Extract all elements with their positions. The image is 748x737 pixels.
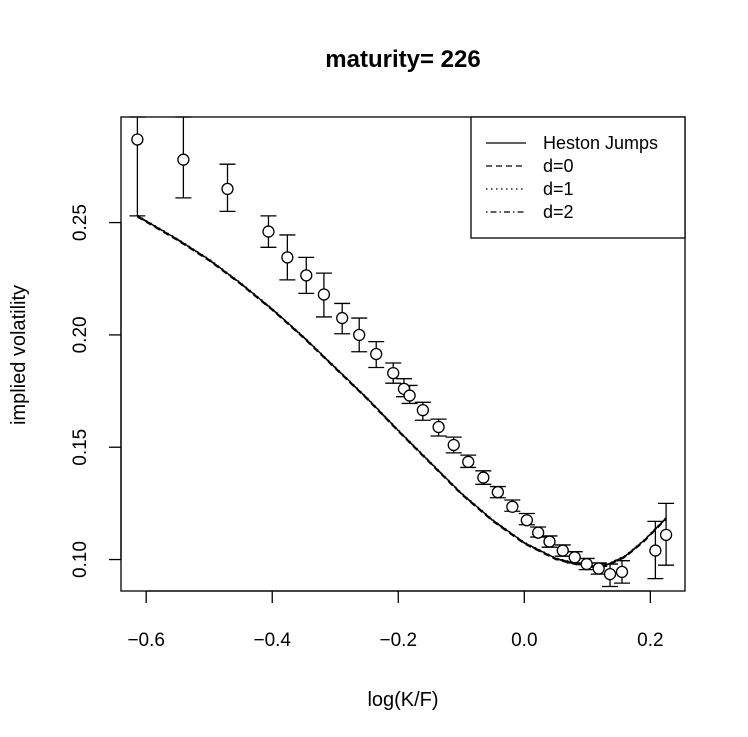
x-axis-label: log(K/F) bbox=[367, 689, 438, 711]
legend-label-d2: d=2 bbox=[543, 202, 574, 222]
y-axis: 0.10 0.15 0.20 0.25 bbox=[70, 204, 122, 578]
data-point-8 bbox=[353, 328, 366, 342]
y-tick-label-1: 0.15 bbox=[70, 429, 91, 466]
series-line-2 bbox=[137, 214, 667, 567]
data-point-5 bbox=[300, 269, 313, 282]
data-point-9 bbox=[370, 347, 383, 361]
data-point-7 bbox=[336, 311, 349, 325]
y-axis-label: implied volatility bbox=[8, 285, 30, 425]
data-point-3 bbox=[262, 225, 275, 238]
y-tick-label-3: 0.25 bbox=[70, 204, 91, 241]
data-point-14 bbox=[432, 420, 445, 434]
legend-label-heston-jumps: Heston Jumps bbox=[543, 133, 658, 153]
x-tick-label-2: −0.2 bbox=[380, 630, 418, 651]
data-point-19 bbox=[506, 500, 519, 513]
points-layer bbox=[131, 133, 673, 581]
data-point-12 bbox=[403, 389, 416, 402]
series-line-3 bbox=[137, 215, 667, 568]
data-point-27 bbox=[603, 568, 617, 581]
x-tick-label-0: −0.6 bbox=[127, 630, 165, 651]
data-point-13 bbox=[416, 404, 430, 417]
data-point-26 bbox=[592, 562, 605, 575]
data-point-18 bbox=[491, 486, 504, 499]
series-layer bbox=[137, 214, 667, 569]
y-tick-label-2: 0.20 bbox=[70, 316, 91, 353]
data-point-6 bbox=[317, 288, 331, 301]
data-point-10 bbox=[387, 366, 400, 380]
x-tick-label-3: 0.0 bbox=[511, 630, 537, 651]
data-point-20 bbox=[520, 514, 533, 527]
legend-label-d1: d=1 bbox=[543, 179, 574, 199]
data-point-16 bbox=[462, 455, 475, 468]
x-tick-label-1: −0.4 bbox=[253, 630, 291, 651]
data-point-4 bbox=[281, 251, 294, 264]
data-point-0 bbox=[131, 133, 144, 146]
data-point-29 bbox=[649, 544, 662, 557]
data-point-30 bbox=[659, 528, 673, 541]
legend-box bbox=[470, 116, 686, 239]
data-point-17 bbox=[477, 471, 490, 484]
data-point-23 bbox=[556, 544, 569, 557]
chart-title: maturity= 226 bbox=[325, 46, 480, 73]
data-point-1 bbox=[177, 153, 190, 166]
x-axis: −0.6 −0.4 −0.2 0.0 0.2 bbox=[127, 590, 664, 651]
data-point-22 bbox=[543, 535, 556, 548]
data-point-25 bbox=[580, 557, 593, 571]
data-point-28 bbox=[615, 565, 629, 579]
legend: Heston Jumps d=0 d=1 d=2 bbox=[470, 116, 686, 239]
legend-label-d0: d=0 bbox=[543, 156, 574, 176]
x-tick-label-4: 0.2 bbox=[637, 630, 663, 651]
data-point-21 bbox=[532, 526, 545, 539]
y-tick-label-0: 0.10 bbox=[70, 541, 91, 578]
data-point-2 bbox=[221, 182, 234, 196]
data-point-15 bbox=[447, 438, 460, 452]
data-point-24 bbox=[568, 551, 581, 564]
